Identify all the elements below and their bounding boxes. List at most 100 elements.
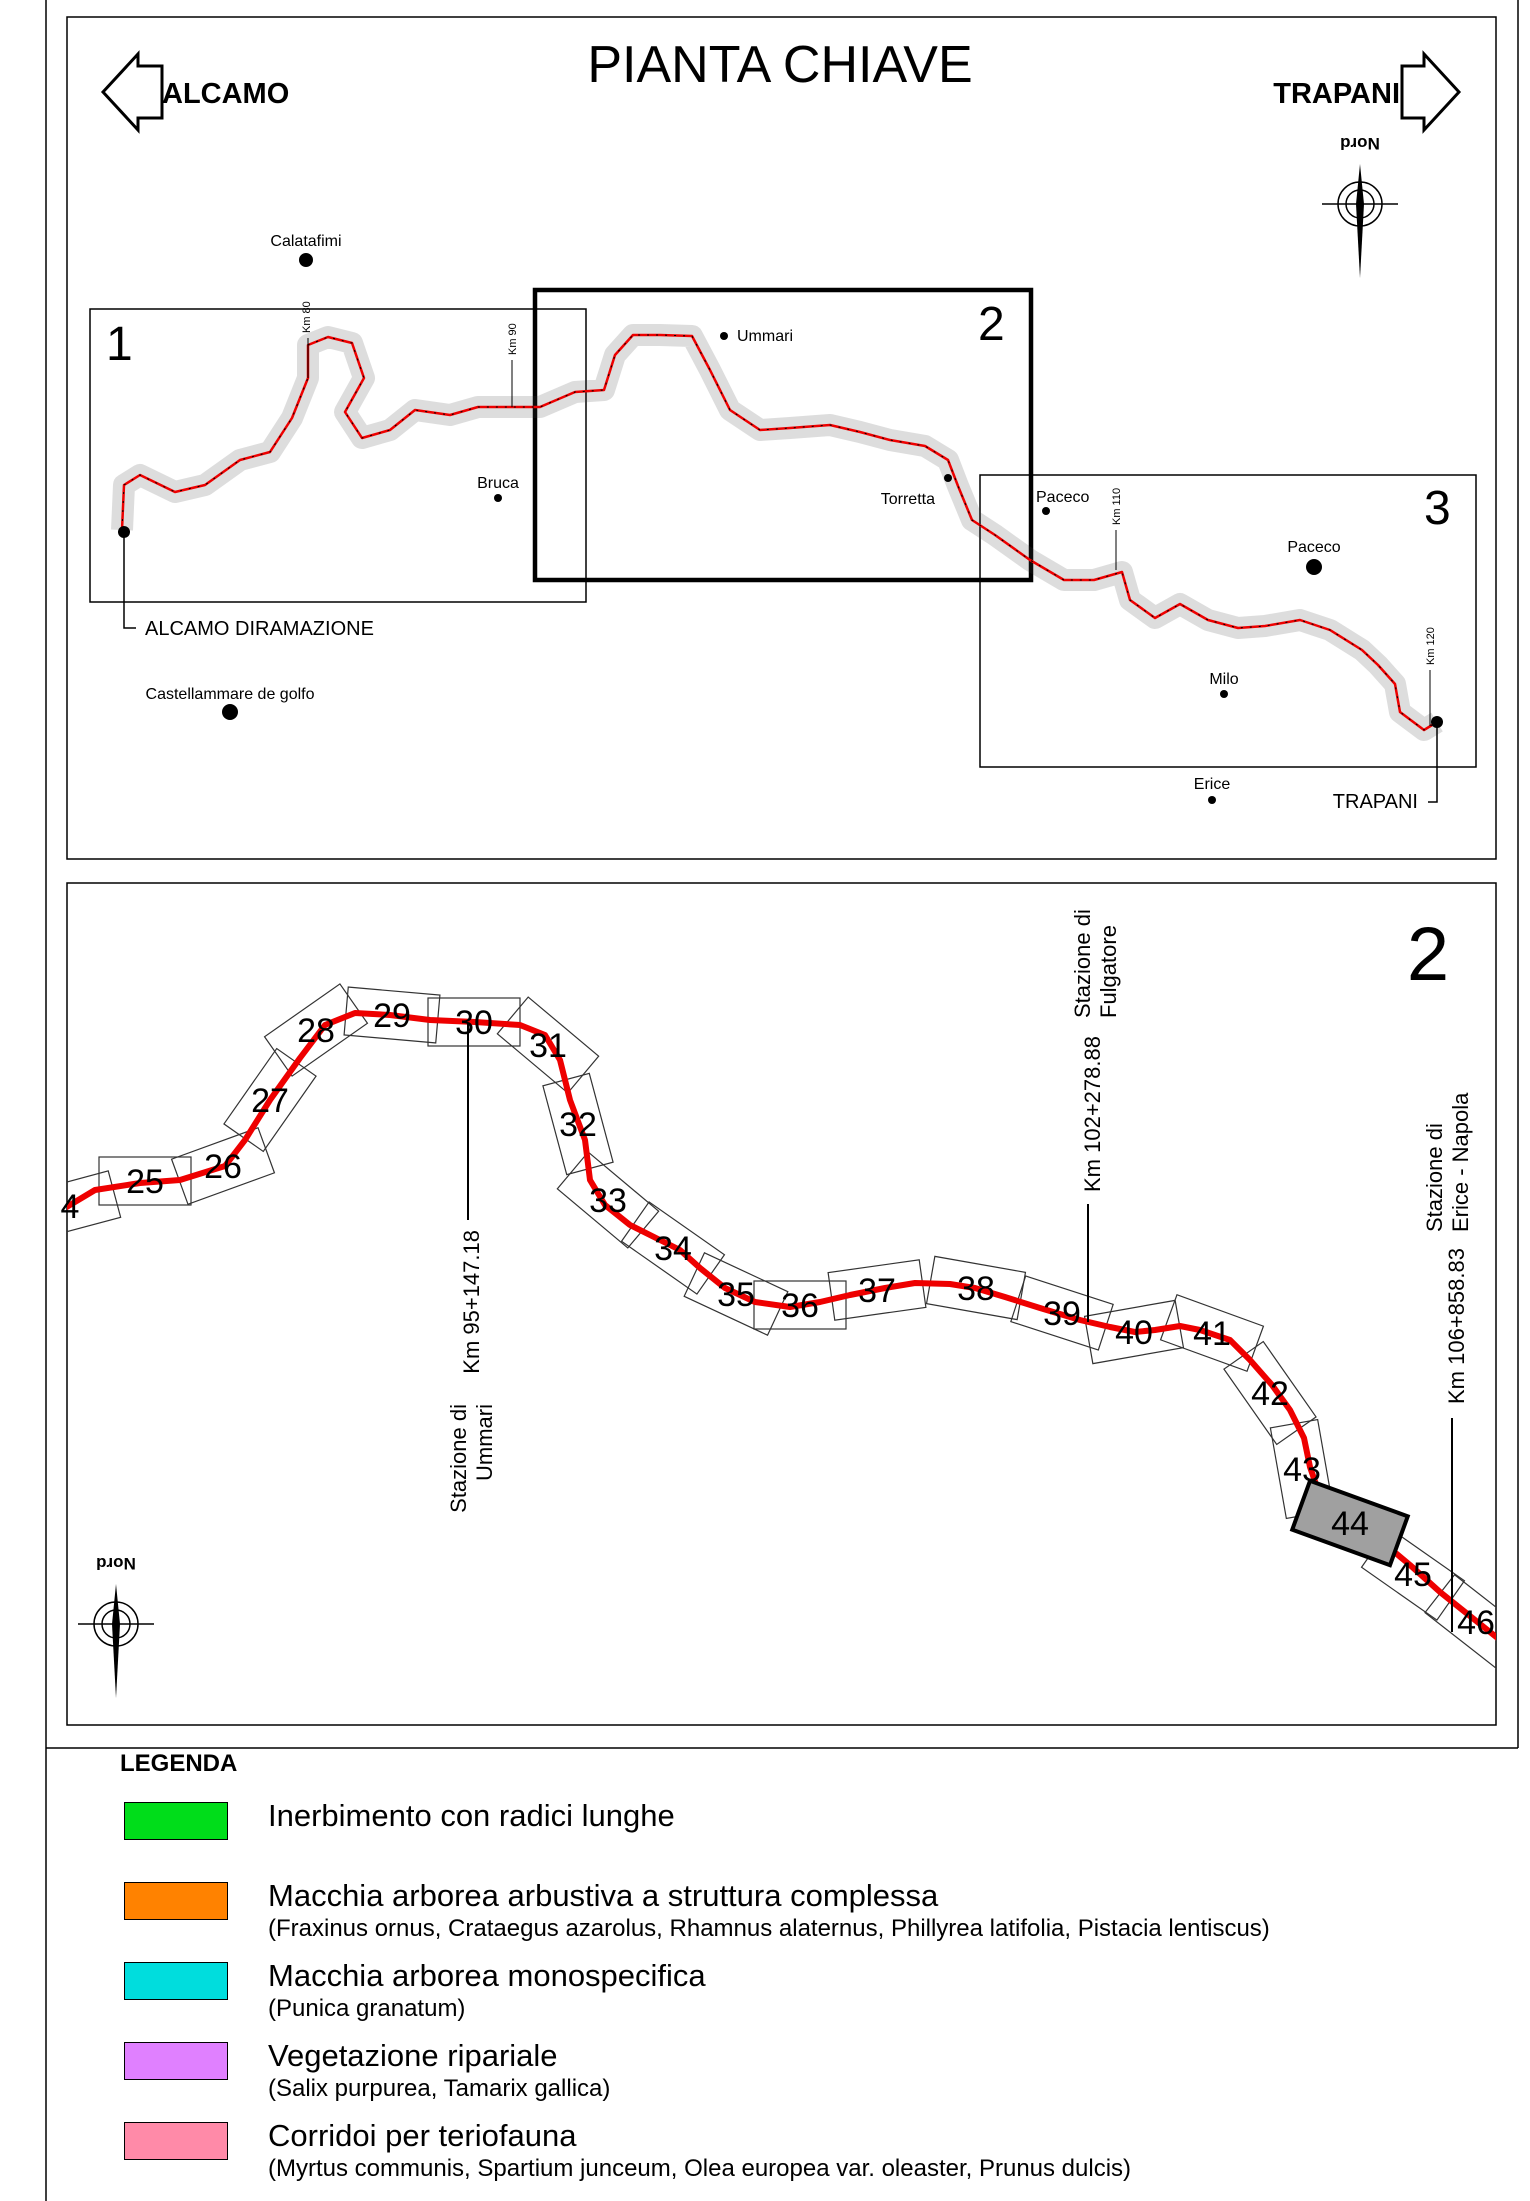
svg-text:Km 102+278.88: Km 102+278.88 xyxy=(1080,1036,1105,1192)
sheet-number[interactable]: 30 xyxy=(455,1004,493,1042)
sheet-number[interactable]: 29 xyxy=(373,997,411,1035)
svg-text:Bruca: Bruca xyxy=(477,475,519,492)
place-castellammare[interactable]: Castellammare de golfo xyxy=(146,686,315,720)
key-route-line xyxy=(120,333,1438,732)
legend-swatch xyxy=(124,1962,228,2000)
legend-label: Macchia arborea arbustiva a struttura co… xyxy=(268,1878,939,1913)
north-label: Nord xyxy=(1340,134,1380,153)
svg-text:Milo: Milo xyxy=(1209,671,1238,688)
svg-text:Fulgatore: Fulgatore xyxy=(1096,925,1121,1018)
sheet-number[interactable]: 40 xyxy=(1115,1314,1153,1352)
station-ummari[interactable]: Km 95+147.18 Stazione di Ummari xyxy=(446,1023,497,1513)
sheet-number[interactable]: 25 xyxy=(126,1163,164,1201)
sheet-number[interactable]: 36 xyxy=(781,1287,819,1325)
left-direction-label: ALCAMO xyxy=(162,78,289,110)
km-marker: Km 110 xyxy=(1111,488,1123,570)
sheet-number[interactable]: 39 xyxy=(1043,1295,1081,1333)
sheet-box[interactable] xyxy=(925,1255,1027,1321)
svg-text:Castellammare de golfo: Castellammare de golfo xyxy=(146,686,315,703)
place-erice[interactable]: Erice xyxy=(1194,776,1231,804)
sheet-number[interactable]: 31 xyxy=(529,1027,567,1065)
key-route-corridor xyxy=(111,324,1443,741)
sheet-number[interactable]: 35 xyxy=(717,1276,755,1314)
sheet-number[interactable]: 42 xyxy=(1251,1375,1289,1413)
place-milo[interactable]: Milo xyxy=(1209,671,1239,698)
section-3-number: 3 xyxy=(1424,482,1451,535)
sheet-box[interactable] xyxy=(683,1252,789,1336)
section-2-frame[interactable] xyxy=(532,287,1034,583)
km-marker: Km 90 xyxy=(507,323,519,407)
sheet-box[interactable] xyxy=(753,1280,847,1330)
sheet-number[interactable]: 41 xyxy=(1193,1315,1231,1353)
svg-text:Km 110: Km 110 xyxy=(1111,488,1123,525)
svg-text:TRAPANI: TRAPANI xyxy=(1333,791,1418,813)
svg-text:ALCAMO DIRAMAZIONE: ALCAMO DIRAMAZIONE xyxy=(145,618,374,640)
place-torretta[interactable]: Torretta xyxy=(881,474,952,508)
place-calatafimi[interactable]: Calatafimi xyxy=(270,233,342,267)
legend-species: (Punica granatum) xyxy=(268,1995,466,2022)
legend-item: Inerbimento con radici lunghe xyxy=(120,1798,1420,1878)
place-bruca[interactable]: Bruca xyxy=(477,475,519,502)
legend-swatch xyxy=(124,2122,228,2160)
svg-text:Stazione di: Stazione di xyxy=(1422,1123,1447,1232)
legend-swatch xyxy=(124,2042,228,2080)
station-fulgatore[interactable]: Km 102+278.88 Stazione di Fulgatore xyxy=(1070,909,1121,1322)
svg-text:Km 95+147.18: Km 95+147.18 xyxy=(459,1230,484,1374)
alcamo-direction[interactable]: ALCAMO xyxy=(100,50,289,134)
legend-title: LEGENDA xyxy=(120,1750,238,1777)
sheet-box[interactable] xyxy=(19,1170,122,1242)
endpoint-trapani[interactable]: TRAPANI xyxy=(1333,716,1443,813)
sheet-number[interactable]: 46 xyxy=(1457,1604,1495,1642)
place-ummari[interactable]: Ummari xyxy=(720,328,793,345)
north-arrow-icon: Nord xyxy=(78,1554,154,1698)
legend-label: Vegetazione ripariale xyxy=(268,2038,558,2073)
sheet-number[interactable]: 27 xyxy=(251,1082,289,1120)
legend-item: Vegetazione ripariale (Salix purpurea, Ta… xyxy=(120,2038,1420,2118)
legend-item: Corridoi per teriofauna (Myrtus communis,… xyxy=(120,2118,1420,2198)
detail-sheet-boxes xyxy=(19,983,1496,1671)
key-map: PIANTA CHIAVE ALCAMO TRAPANI Nord 1 2 3 xyxy=(66,16,1497,860)
svg-text:Paceco: Paceco xyxy=(1036,489,1089,506)
sheet-number[interactable]: 33 xyxy=(589,1182,627,1220)
svg-text:Km 90: Km 90 xyxy=(507,323,519,355)
sheet-number[interactable]: 26 xyxy=(204,1148,242,1186)
svg-text:Paceco: Paceco xyxy=(1287,539,1340,556)
trapani-direction[interactable]: TRAPANI xyxy=(1273,50,1462,134)
svg-text:Km 120: Km 120 xyxy=(1425,627,1437,665)
sheet-number[interactable]: 34 xyxy=(654,1230,692,1268)
place-paceco[interactable]: Paceco xyxy=(1287,539,1341,575)
highlighted-sheet-44[interactable] xyxy=(1289,1478,1411,1568)
legend-label: Corridoi per teriofauna xyxy=(268,2118,577,2153)
sheet-number[interactable]: 38 xyxy=(957,1270,995,1308)
section-2-number: 2 xyxy=(978,298,1005,351)
sheet-number[interactable]: 37 xyxy=(858,1272,896,1310)
section-3-frame[interactable] xyxy=(979,474,1477,768)
sheet-box[interactable] xyxy=(98,1156,192,1206)
detail-route-line xyxy=(67,1010,1496,1641)
svg-text:Erice: Erice xyxy=(1194,776,1231,793)
legend-species: (Fraxinus ornus, Crataegus azarolus, Rha… xyxy=(268,1915,1270,1942)
section-1-frame[interactable] xyxy=(89,308,587,603)
sheet-number[interactable]: 45 xyxy=(1394,1556,1432,1594)
right-arrow-icon xyxy=(1400,50,1462,134)
svg-text:Ummari: Ummari xyxy=(472,1404,497,1481)
sheet-number[interactable]: 44 xyxy=(1331,1505,1369,1543)
sheet-number[interactable]: 32 xyxy=(559,1106,597,1144)
sheet-box[interactable] xyxy=(1159,1293,1265,1373)
legend-swatch xyxy=(124,1882,228,1920)
endpoint-alcamo-diramazione[interactable]: ALCAMO DIRAMAZIONE xyxy=(118,526,374,640)
svg-text:Torretta: Torretta xyxy=(881,491,935,508)
legend-item: Macchia arborea arbustiva a struttura co… xyxy=(120,1878,1420,1958)
svg-text:Km 106+858.83: Km 106+858.83 xyxy=(1444,1248,1469,1404)
sheet-number[interactable]: 28 xyxy=(297,1012,335,1050)
sheet-number[interactable]: 43 xyxy=(1283,1451,1321,1489)
legend-species: (Salix purpurea, Tamarix gallica) xyxy=(268,2075,611,2102)
place-paceco-small[interactable]: Paceco xyxy=(1036,489,1089,515)
left-arrow-icon xyxy=(100,50,164,134)
sheet-box[interactable] xyxy=(263,983,369,1077)
sheet-number[interactable]: 4 xyxy=(61,1188,80,1226)
station-erice-napola[interactable]: Km 106+858.83 Stazione di Erice - Napola xyxy=(1422,1092,1473,1632)
legend: LEGENDA Inerbimento con radici lunghe Mac… xyxy=(120,1750,1420,2198)
